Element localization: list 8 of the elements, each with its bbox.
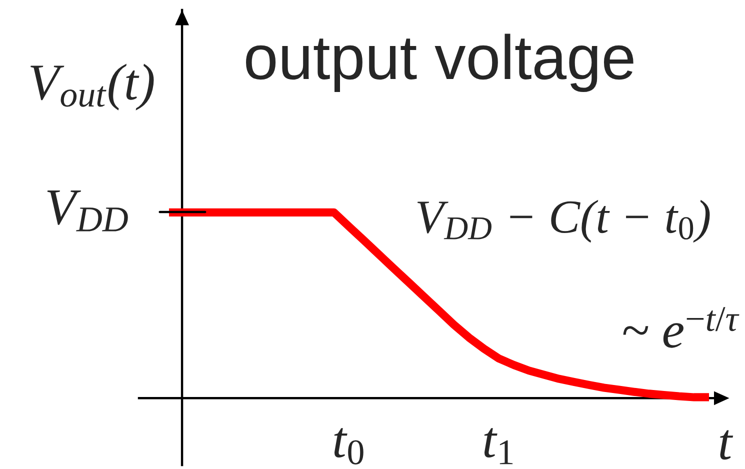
y-axis-title: V$_{out}$(t) [30, 64, 154, 110]
x-axis-title: t [720, 430, 734, 460]
chart-title: output voltage [246, 34, 634, 92]
annotation: ~ e$^{−t/τ}$ [623, 307, 740, 348]
x-tick-label: t$_{0}$ [334, 428, 364, 464]
x-tick-label: t$_{1}$ [484, 428, 513, 464]
annotation: V$_{DD}$ − C(t − t$_{0}$) [417, 200, 710, 243]
text: V$_{DD}$ [47, 190, 128, 232]
